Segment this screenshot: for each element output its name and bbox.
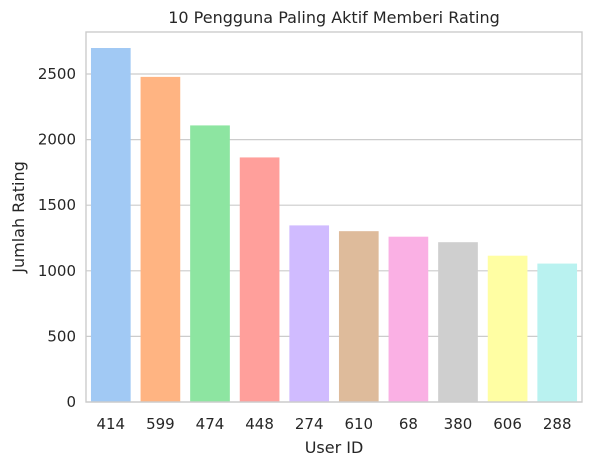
- bar-user-68: [388, 236, 429, 402]
- y-tick-label: 2000: [38, 131, 76, 149]
- x-tick-label: 274: [295, 415, 324, 433]
- x-tick-label: 606: [493, 415, 522, 433]
- y-tick-label: 2500: [38, 65, 76, 83]
- x-tick-label: 414: [96, 415, 125, 433]
- y-tick-label: 1500: [38, 196, 76, 214]
- bar-user-606: [487, 255, 528, 402]
- x-tick-label: 288: [543, 415, 572, 433]
- y-tick-label: 0: [66, 393, 76, 411]
- x-tick-labels: 414 599 474 448 274 610 68 380 606 288: [96, 415, 571, 433]
- bar-user-274: [289, 225, 330, 402]
- bar-user-448: [239, 157, 280, 402]
- y-tick-label: 1000: [38, 262, 76, 280]
- x-tick-label: 599: [146, 415, 175, 433]
- bar-user-610: [338, 231, 379, 402]
- x-tick-label: 448: [245, 415, 274, 433]
- x-axis-label: User ID: [305, 438, 364, 457]
- bars: [90, 48, 578, 403]
- x-tick-label: 380: [444, 415, 473, 433]
- plot-frame: [85, 31, 583, 403]
- y-axis-label: Jumlah Rating: [9, 161, 28, 274]
- y-tick-labels: 0 500 1000 1500 2000 2500: [38, 65, 76, 411]
- bar-user-414: [90, 48, 131, 403]
- x-tick-label: 610: [344, 415, 373, 433]
- x-tick-label: 68: [399, 415, 418, 433]
- x-tick-label: 474: [196, 415, 225, 433]
- bar-user-599: [140, 76, 181, 402]
- bar-user-474: [190, 125, 230, 402]
- bar-user-380: [438, 242, 478, 402]
- chart-title: 10 Pengguna Paling Aktif Memberi Rating: [168, 8, 500, 27]
- y-tick-label: 500: [47, 327, 76, 345]
- bar-user-288: [537, 263, 578, 402]
